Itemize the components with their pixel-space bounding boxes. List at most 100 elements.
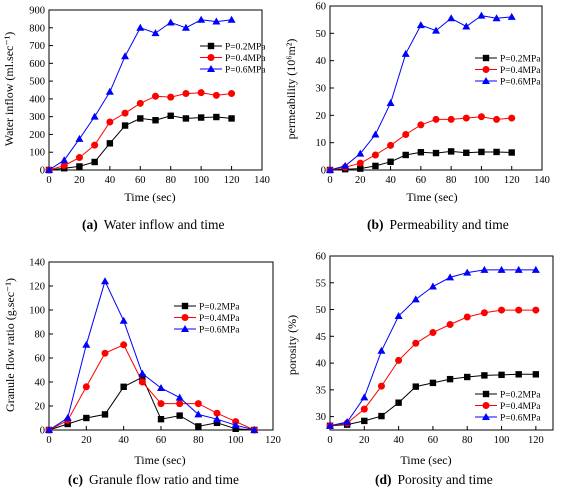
panel-d-series-3-point [343, 417, 352, 425]
panel-d-series-3-point [514, 265, 523, 273]
panel-a-ytick-label: 700 [29, 41, 45, 52]
panel-a-series-2-point [197, 89, 205, 97]
panel-b-xlabel: Time (sec) [406, 190, 457, 204]
panel-d-xtick-label: 0 [327, 435, 332, 446]
panel-d-series-3-point [411, 295, 420, 303]
panel-c-series-2-point [101, 349, 109, 357]
panel-a-series-2-point [212, 91, 220, 99]
panel-a-legend-marker-3 [207, 65, 215, 72]
panel-a-series-2-point [167, 93, 175, 101]
panel-b-xtick-label: 20 [355, 175, 366, 186]
panel-c-ytick-label: 100 [29, 306, 45, 317]
panel-d-caption-text: Porosity and time [398, 472, 493, 487]
panel-a-series-3-point [121, 52, 130, 60]
panel-c-series-1-point [120, 383, 127, 390]
panel-a-caption: (a) Water inflow and time [82, 217, 225, 232]
panel-d-series-3-point [531, 265, 540, 273]
panel-d-series-3-point [428, 282, 437, 290]
panel-c-series-1-point [64, 420, 71, 428]
panel-a-series-3-point [227, 15, 236, 23]
panel-a-legend-marker-2 [207, 54, 215, 61]
panel-a-series-3-point [181, 23, 190, 31]
panel-c-series-3-line [48, 279, 255, 431]
panel-c: 0 20 40 60 80 100 120 0 20 40 60 80 100 120 140 P=0.2MP… [3, 258, 281, 488]
panel-a-series-2-point [91, 141, 99, 149]
panel-d-plot: 0 20 40 60 80 100 120 30 35 40 45 50 55 60 P=0.2MPa P=0… [316, 252, 554, 446]
panel-b-series-3-line [329, 15, 512, 171]
panel-a-series-1-point [91, 158, 98, 166]
panel-a-ytick-label: 200 [29, 130, 45, 141]
panel-b-series-3-point [507, 12, 516, 20]
panel-d-series-2-point [429, 329, 437, 337]
panel-c-series-2-point [157, 400, 165, 408]
panel-d-series-1-point [532, 371, 540, 378]
panel-b-legend-marker-2 [482, 66, 490, 73]
panel-b-series-2-point [508, 114, 516, 122]
panel-a-legend-label-3: P=0.6MPa [225, 65, 266, 75]
panel-a-series-3-line [48, 19, 232, 171]
panel-c-series-3-point [194, 410, 203, 418]
panel-b-series-1-point [432, 149, 440, 157]
panel-c-ytick-label: 140 [29, 258, 45, 269]
panel-d-series-3-point [326, 421, 334, 429]
panel-b-xtick-label: 60 [416, 175, 427, 186]
panel-b-series-2-point [447, 115, 455, 123]
panel-b-series-3-point [326, 166, 334, 173]
panel-b-series-2-point [493, 115, 501, 123]
panel-b-series-2-point [356, 159, 364, 167]
panel-b-ylabel: permeability (10⁶m²) [284, 39, 298, 140]
panel-b-xtick-label: 100 [474, 175, 490, 186]
panel-a-xtick-label: 120 [224, 175, 240, 186]
panel-b-series-2-point [477, 113, 485, 121]
panel-d-legend-marker-2 [482, 402, 490, 409]
panel-b-xtick-label: 80 [446, 175, 457, 186]
panel-d-legend-marker-3 [482, 413, 490, 420]
panel-c-series-2-line [48, 344, 255, 431]
panel-b-series-3-point [447, 14, 456, 22]
panel-a-ytick-label: 500 [29, 77, 45, 88]
panel-b-ytick-label: 30 [316, 84, 327, 95]
panel-d-caption-label: (d) [375, 472, 392, 487]
panel-d-series-1-point [395, 399, 402, 406]
panel-b-series-1-point [508, 149, 515, 156]
panel-a-series-1-point [121, 122, 129, 129]
panel-d-xtick-label: 80 [462, 435, 473, 446]
panel-c-legend-marker-2 [181, 314, 189, 321]
panel-a-caption-text: Water inflow and time [104, 217, 225, 232]
panel-b-legend-marker-3 [482, 77, 490, 84]
panel-d-ytick-label: 40 [316, 359, 327, 370]
panel-b-series-3-point [492, 14, 501, 22]
panel-b-series-2-point [417, 121, 425, 129]
panel-a-series-3-point [105, 87, 114, 95]
panel-a-series-1-point [137, 115, 144, 122]
panel-d-legend-label-2: P=0.4MPa [500, 402, 541, 412]
panel-a-xtick-label: 140 [254, 175, 270, 186]
panel-d-series-2-point [498, 306, 506, 314]
panel-c-series-3-point [101, 277, 109, 285]
panel-d-ytick-label: 55 [316, 278, 327, 289]
panel-a-xtick-label: 60 [135, 175, 146, 186]
panel-c-caption: (c) Granule flow ratio and time [68, 472, 239, 487]
panel-a-series-2-point [182, 90, 190, 98]
panel-a-frame [48, 9, 263, 171]
panel-c-ytick-label: 20 [35, 402, 46, 413]
panel-b-series-3-point [401, 49, 410, 57]
panel-d-xtick-label: 100 [494, 435, 510, 446]
panel-d-series-1-point [515, 371, 522, 378]
panel-a-xtick-label: 20 [74, 175, 85, 186]
panel-b-legend-label-3: P=0.6MPa [500, 77, 541, 87]
panel-b-series-3-point [432, 26, 440, 34]
panel-a-series-3-point [212, 17, 221, 25]
panel-d-ytick-label: 50 [316, 305, 327, 316]
panel-a-series-3-point [75, 134, 84, 142]
panel-a-ytick-label: 0 [40, 166, 45, 177]
panel-c-plot: 0 20 40 60 80 100 120 0 20 40 60 80 100 120 140 P=0.2MP… [29, 258, 281, 447]
panel-d-xtick-label: 60 [428, 435, 439, 446]
panel-a-series-1-point [152, 117, 159, 124]
panel-d-series-3-point [360, 393, 369, 401]
panel-b-series-1-point [478, 148, 485, 156]
panel-d-series-1-point [361, 417, 368, 425]
panel-c-series-3-point [82, 340, 91, 348]
panel-d-legend-label-3: P=0.6MPa [500, 413, 541, 423]
panel-a-series-2-point [121, 109, 129, 117]
